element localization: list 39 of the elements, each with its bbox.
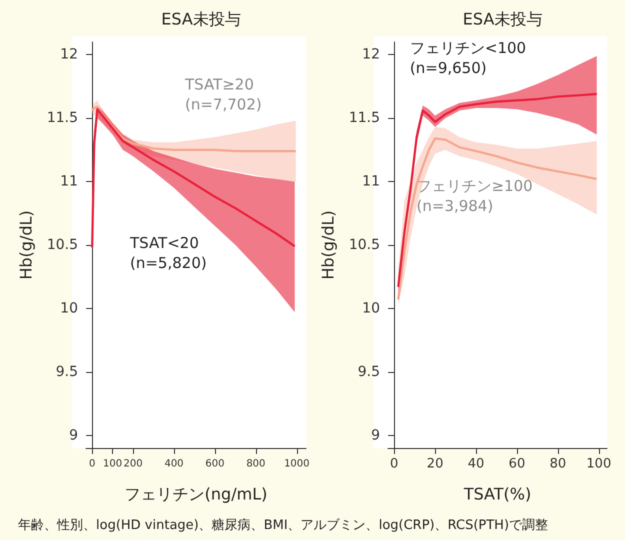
chart-title: ESA未投与	[161, 10, 241, 28]
x-tick-label: 0	[390, 456, 398, 472]
x-tick-label: 800	[246, 458, 266, 470]
x-tick-label: 100	[103, 458, 122, 470]
chart-title: ESA未投与	[462, 10, 542, 28]
x-axis-title: フェリチン(ng/mL)	[124, 484, 268, 504]
y-tick-label: 10	[60, 300, 78, 316]
x-tick-label: 400	[164, 458, 184, 470]
y-tick-label: 11	[60, 174, 78, 190]
y-tick-label: 10.5	[46, 237, 78, 253]
y-tick-label: 10	[362, 300, 380, 316]
y-tick-label: 12	[362, 46, 380, 63]
x-tick-label: 80	[550, 456, 566, 472]
x-tick-label: 600	[205, 458, 224, 470]
y-tick-label: 9.5	[56, 364, 78, 380]
series-label: フェリチン≥100 (n=3,984)	[416, 176, 533, 215]
y-tick-label: 11.5	[348, 110, 380, 126]
text: TSAT<20 (n=5,820)	[129, 234, 207, 272]
x-tick-label: 200	[124, 458, 143, 470]
y-tick-label: 10.5	[348, 237, 380, 253]
y-tick-label: 12	[60, 46, 78, 63]
text: TSAT≥20 (n=7,702)	[184, 75, 262, 114]
x-axis-title: TSAT(%)	[462, 484, 532, 504]
series-label: フェリチン<100 (n=9,650)	[410, 38, 526, 77]
y-axis-title: Hb(g/dL)	[318, 210, 338, 280]
x-tick-label: 60	[508, 456, 526, 472]
text: 年齢、性別、log(HD vintage)、糖尿病、BMI、アルブミン、log(CRP)、RCS(PTH)で調整	[18, 517, 548, 534]
y-tick-label: 9.5	[358, 364, 380, 380]
x-tick-label: 20	[426, 456, 444, 472]
x-tick-label: 100	[586, 456, 612, 472]
y-tick-label: 9	[69, 427, 78, 444]
line-series	[397, 92, 598, 288]
x-tick-label: 1000	[284, 458, 310, 470]
y-tick-label: 11.5	[46, 110, 78, 126]
x-tick-label: 40	[468, 456, 484, 472]
x-tick-label: 0	[88, 458, 96, 470]
y-tick-label: 11	[362, 174, 380, 190]
y-tick-label: 9	[371, 427, 380, 444]
y-axis-title: Hb(g/dL)	[16, 210, 36, 280]
